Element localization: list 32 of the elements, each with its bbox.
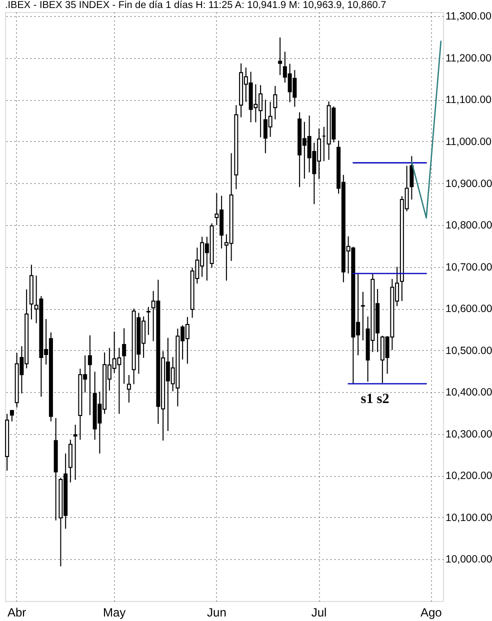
candlestick <box>360 291 365 341</box>
y-tick-label: 10,200.00 <box>446 470 492 482</box>
x-tick-label: Ago <box>420 606 442 620</box>
candlestick <box>122 328 126 384</box>
y-tick-label: 11,000.00 <box>446 136 492 148</box>
candlestick <box>410 156 414 200</box>
y-tick-label: 10,900.00 <box>446 178 492 190</box>
x-tick-label: Abr <box>7 606 26 620</box>
y-tick-label: 11,300.00 <box>446 10 492 23</box>
annotation: s1 s2 <box>360 392 390 407</box>
y-tick-label: 10,400.00 <box>446 386 492 399</box>
y-tick-label: 10,300.00 <box>446 428 492 440</box>
candlestick <box>88 334 92 416</box>
y-tick-label: 11,200.00 <box>446 52 492 64</box>
y-tick-label: 10,100.00 <box>446 512 492 524</box>
y-tick-label: 10,000.00 <box>446 554 492 566</box>
y-tick-label: 10,700.00 <box>446 261 492 274</box>
candlestick <box>68 439 72 483</box>
candlestick <box>126 374 131 404</box>
chart-title: .IBEX - IBEX 35 INDEX - Fin de día 1 días H: 11:25 A: 10,941.9 M: 10,963.9, 10,860.7 <box>5 0 387 12</box>
candlestick <box>73 424 78 480</box>
candlestick <box>273 85 278 120</box>
y-tick-label: 10,800.00 <box>446 220 492 232</box>
x-tick-label: May <box>102 606 126 620</box>
candlestick <box>278 36 282 76</box>
x-tick-label: Jun <box>207 606 226 620</box>
y-tick-label: 10,500.00 <box>446 344 492 357</box>
candlestick <box>10 410 14 422</box>
y-tick-label: 10,600.00 <box>446 303 492 316</box>
x-tick-label: Jul <box>311 606 327 620</box>
y-tick-label: 11,100.00 <box>446 94 492 106</box>
candlestick <box>146 306 150 336</box>
